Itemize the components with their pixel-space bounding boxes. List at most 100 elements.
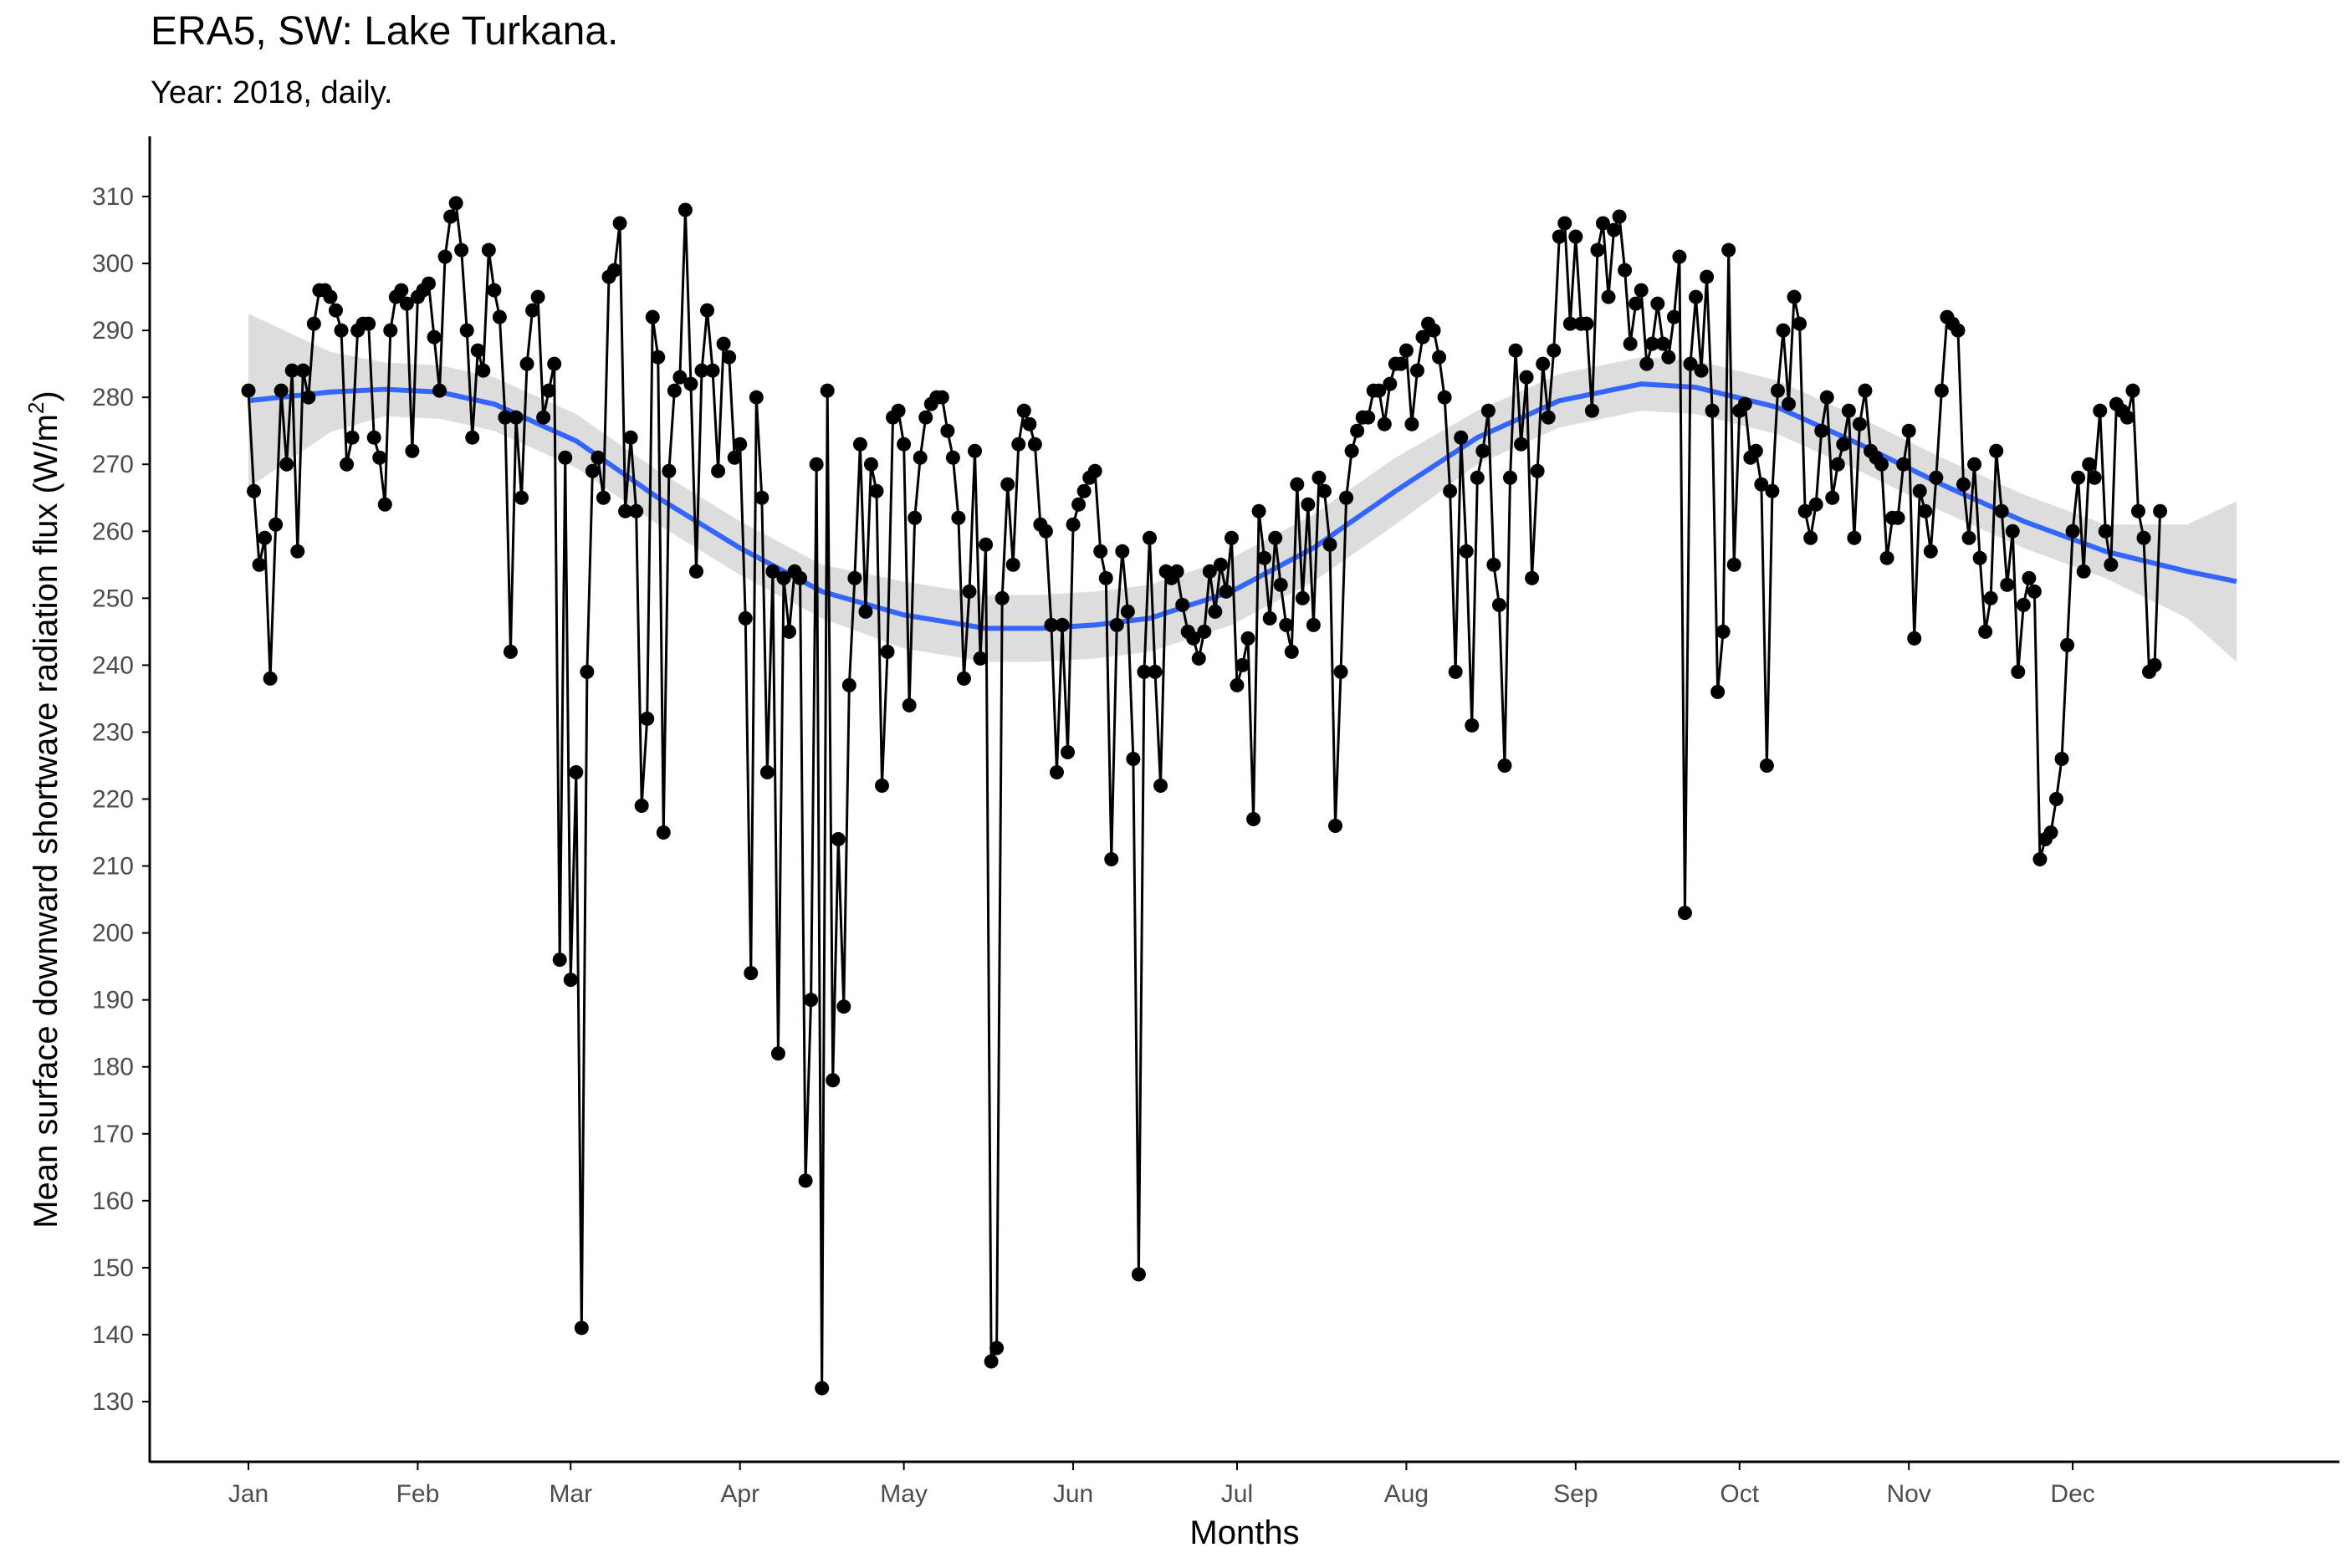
data-point [279,457,294,472]
data-point [1644,336,1659,351]
data-point [2153,503,2168,518]
data-point [2136,530,2151,545]
data-point [1792,316,1807,331]
y-tick-label: 150 [92,1254,134,1282]
data-point [1061,744,1076,759]
data-point [618,503,633,518]
data-point [869,483,884,498]
data-point [1759,758,1774,773]
data-point [781,624,796,639]
data-point [694,363,709,378]
data-point [2104,557,2119,572]
data-point [268,517,284,532]
data-point [1629,296,1644,311]
data-point [1186,631,1201,646]
data-point [2130,503,2145,518]
data-point [448,196,463,211]
data-point [334,323,349,338]
data-point [831,832,846,847]
data-point [1797,503,1813,518]
data-point [405,443,420,458]
data-point [514,490,529,505]
data-point [295,363,310,378]
data-point [1852,416,1867,432]
data-point [377,497,392,512]
data-point [629,503,644,518]
data-point [1301,497,1316,512]
data-point [1934,383,1949,398]
data-point [1459,544,1474,559]
data-point [1251,503,1266,518]
data-point [1700,269,1715,284]
data-point [1322,537,1337,552]
data-point [1000,477,1015,492]
data-point [902,697,917,712]
data-point [1372,383,1387,398]
data-point [1011,437,1026,452]
data-point [1404,416,1419,432]
data-point [1672,249,1687,264]
data-point [891,403,906,418]
y-axis-title-close: ) [28,391,64,401]
data-point [1202,564,1217,579]
data-point [274,383,289,398]
data-point [2082,457,2097,472]
data-point [569,764,584,779]
data-point [1847,530,1862,545]
data-point [640,711,655,726]
data-point [1465,718,1480,733]
data-point [1361,410,1376,425]
x-tick-label: Dec [2050,1480,2094,1508]
data-point [470,343,485,358]
data-point [1748,443,1763,458]
x-tick-label: Jul [1221,1480,1253,1508]
data-point [1208,604,1223,619]
data-point [1098,570,1113,585]
data-point [677,202,693,217]
data-point [421,276,436,291]
data-point [2093,403,2108,418]
data-point [1339,490,1354,505]
data-point [1415,329,1430,345]
x-tick-label: Nov [1887,1480,1931,1508]
data-point [503,644,518,659]
y-tick-label: 240 [92,651,134,679]
data-point [2000,577,2015,592]
data-point [574,1320,589,1336]
data-point [558,450,573,465]
data-point [962,584,977,599]
x-ticks: Jan Feb Mar Apr May Jun Jul Aug Sep Oct Nov Dec [228,1463,2095,1508]
data-point [1618,263,1633,278]
data-point [754,490,770,505]
data-point [722,350,737,365]
data-point [1514,437,1529,452]
data-point [705,363,720,378]
data-point [1491,597,1506,612]
data-point [1819,390,1834,405]
data-point [1782,396,1797,411]
data-point [432,383,447,398]
data-point [399,296,414,311]
data-point [1240,631,1255,646]
x-tick-label: Apr [720,1480,759,1508]
data-point [394,283,409,298]
data-point [241,383,256,398]
data-point [591,450,606,465]
data-point [1890,510,1905,525]
data-point [1502,470,1517,485]
data-point [252,557,267,572]
chart-subtitle: Year: 2018, daily. [151,75,393,110]
data-point [1486,557,1501,572]
data-point [798,1173,813,1188]
data-point [509,410,524,425]
data-point [1344,443,1359,458]
data-point [1721,243,1736,258]
data-point [366,430,381,445]
data-point [1148,664,1163,679]
data-point [880,644,895,659]
chart-title: ERA5, SW: Lake Turkana. [151,9,619,54]
y-tick-label: 140 [92,1321,134,1349]
data-point [1470,470,1485,485]
data-point [607,263,622,278]
